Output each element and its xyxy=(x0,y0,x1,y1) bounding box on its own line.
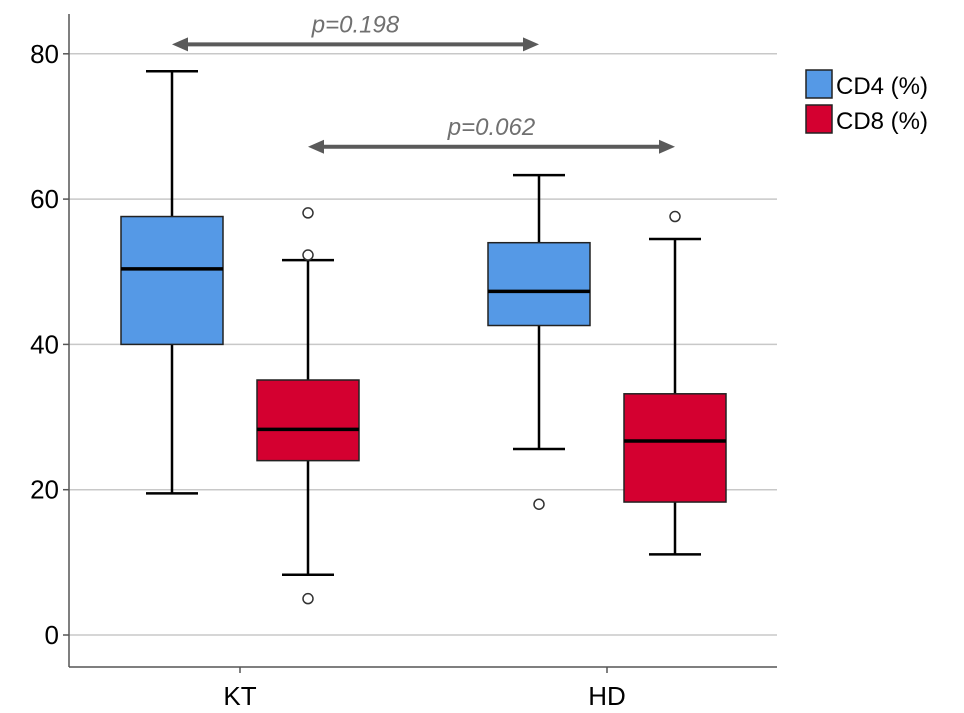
p-value-annotations: p=0.198 p=0.062 xyxy=(172,11,675,154)
outlier-point xyxy=(302,207,314,219)
axes: 0 20 40 60 80 KT HD xyxy=(30,14,777,711)
outlier-point xyxy=(302,249,314,261)
outlier-point xyxy=(669,210,681,223)
y-tick-label: 0 xyxy=(45,620,59,650)
box-hd-cd8 xyxy=(623,210,727,556)
legend: CD4 (%) CD8 (%) xyxy=(805,69,928,135)
box-kt-cd8 xyxy=(256,207,360,605)
outlier-point xyxy=(302,592,314,605)
outlier-point xyxy=(533,498,545,510)
x-tick-label: KT xyxy=(223,681,256,711)
y-tick-label: 60 xyxy=(30,184,59,214)
legend-label: CD8 (%) xyxy=(836,108,928,135)
p-value-label: p=0.198 xyxy=(311,11,400,38)
iqr-box xyxy=(487,241,591,327)
y-tick-label: 40 xyxy=(30,329,59,359)
y-tick-label: 20 xyxy=(30,475,59,505)
legend-label: CD4 (%) xyxy=(836,73,928,100)
iqr-box xyxy=(256,379,360,462)
arrow-head-right xyxy=(523,37,539,52)
p-value-bracket: p=0.198 xyxy=(172,11,539,52)
p-value-bracket: p=0.062 xyxy=(308,114,675,154)
legend-swatch xyxy=(805,104,833,134)
boxes xyxy=(120,69,727,605)
box-kt-cd4 xyxy=(120,69,224,495)
p-value-label: p=0.062 xyxy=(447,114,535,141)
iqr-box xyxy=(120,215,224,346)
y-tick-label: 80 xyxy=(30,39,59,69)
arrow-head-left xyxy=(308,139,324,154)
box-hd-cd4 xyxy=(487,173,591,510)
x-tick-label: HD xyxy=(588,681,626,711)
legend-swatch xyxy=(805,69,833,99)
iqr-box xyxy=(623,393,727,503)
arrow-head-right xyxy=(659,139,675,154)
arrow-head-left xyxy=(172,37,188,52)
